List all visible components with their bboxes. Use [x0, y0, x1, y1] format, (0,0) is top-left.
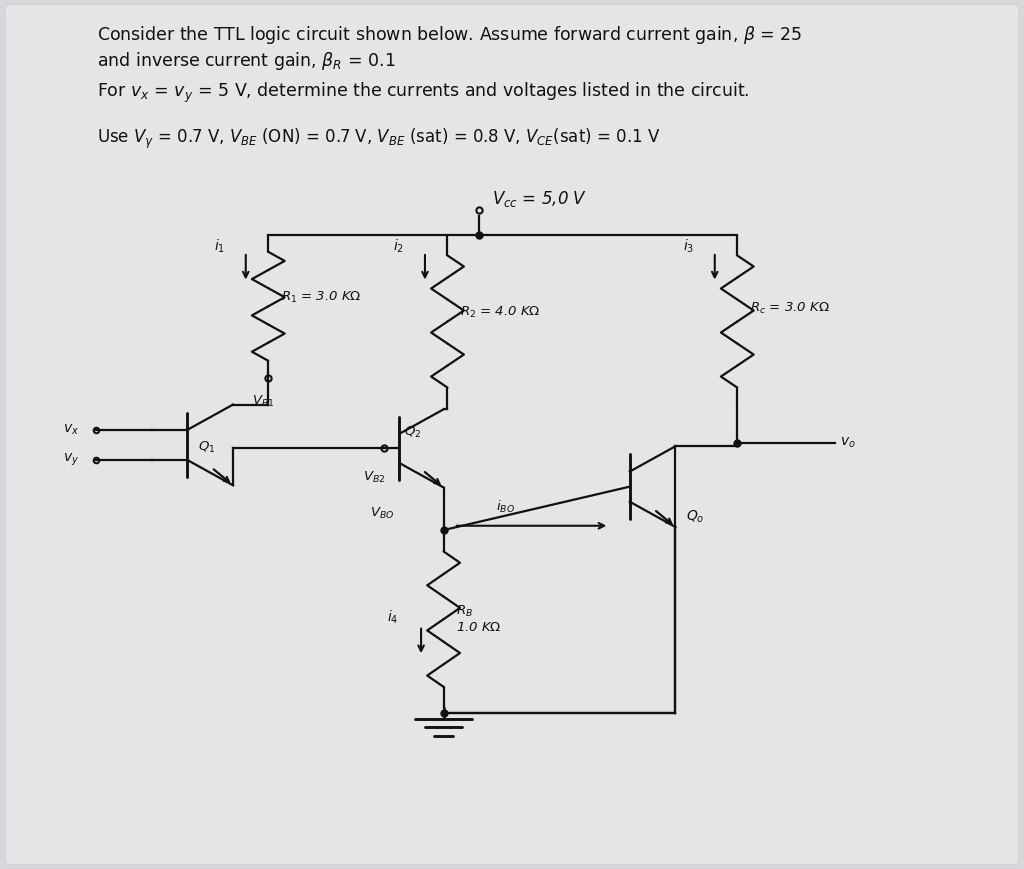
- Text: $R_1$ = 3.0 K$\Omega$: $R_1$ = 3.0 K$\Omega$: [281, 290, 361, 305]
- Text: $R_B$
1.0 K$\Omega$: $R_B$ 1.0 K$\Omega$: [456, 604, 502, 634]
- Text: $Q_2$: $Q_2$: [404, 425, 422, 440]
- Text: $Q_1$: $Q_1$: [198, 440, 215, 455]
- Text: $R_2$ = 4.0 K$\Omega$: $R_2$ = 4.0 K$\Omega$: [460, 305, 541, 321]
- Text: $i_4$: $i_4$: [387, 608, 398, 626]
- Text: For $v_x$ = $v_y$ = 5 V, determine the currents and voltages listed in the circu: For $v_x$ = $v_y$ = 5 V, determine the c…: [97, 81, 750, 105]
- Text: $Q_o$: $Q_o$: [686, 509, 705, 525]
- Text: $V_{BO}$: $V_{BO}$: [370, 506, 394, 521]
- Text: $i_1$: $i_1$: [214, 237, 224, 255]
- Text: $V_{B1}$: $V_{B1}$: [252, 394, 274, 408]
- Text: $V_{B2}$: $V_{B2}$: [362, 470, 385, 485]
- Text: $v_x$: $v_x$: [62, 422, 79, 437]
- Text: Consider the TTL logic circuit shown below. Assume forward current gain, $\beta$: Consider the TTL logic circuit shown bel…: [97, 23, 803, 46]
- Text: $i_2$: $i_2$: [393, 237, 403, 255]
- FancyBboxPatch shape: [5, 4, 1019, 865]
- Text: $i_3$: $i_3$: [683, 237, 693, 255]
- Text: Use $V_\gamma$ = 0.7 V, $V_{BE}$ (ON) = 0.7 V, $V_{BE}$ (sat) = 0.8 V, $V_{CE}$(: Use $V_\gamma$ = 0.7 V, $V_{BE}$ (ON) = …: [97, 127, 660, 151]
- Text: $R_c$ = 3.0 K$\Omega$: $R_c$ = 3.0 K$\Omega$: [750, 301, 829, 316]
- Text: $v_y$: $v_y$: [62, 452, 79, 468]
- Text: $V_{cc}$ = 5,0 V: $V_{cc}$ = 5,0 V: [492, 189, 587, 209]
- Text: $i_{BO}$: $i_{BO}$: [496, 499, 514, 515]
- Text: $v_o$: $v_o$: [840, 436, 855, 450]
- Text: and inverse current gain, $\beta_R$ = 0.1: and inverse current gain, $\beta_R$ = 0.…: [97, 50, 395, 72]
